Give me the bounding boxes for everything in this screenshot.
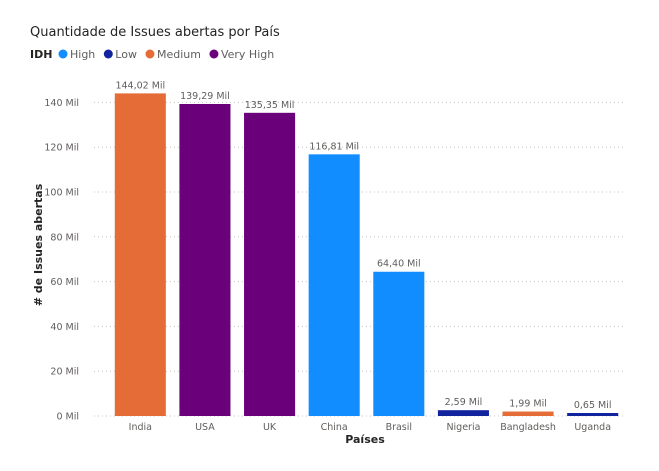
y-axis-ticks: 0 Mil 20 Mil 40 Mil 60 Mil 80 Mil 100 Mil 120 … [44,98,79,423]
x-tick-label-india: India [129,422,152,433]
legend-marker-high [58,49,68,59]
y-axis-title: # de Issues abertas [32,183,45,306]
y-tick-label: 140 Mil [44,98,79,109]
legend-marker-medium [145,49,155,59]
legend-label-low: Low [115,48,137,61]
data-label-uganda: 0,65 Mil [574,400,612,411]
x-axis-ticks: India USA UK China Brasil Nigeria Bangladesh Ug… [129,422,611,433]
x-tick-label-uganda: Uganda [574,422,611,433]
x-tick-label-uk: UK [263,422,277,433]
bar-bangladesh[interactable] [502,411,554,416]
y-tick-label: 120 Mil [44,143,79,154]
data-label-usa: 139,29 Mil [180,91,230,102]
bar-uk[interactable] [244,112,296,416]
x-tick-label-nigeria: Nigeria [446,422,480,433]
legend-marker-low [103,49,113,59]
legend-label-very-high: Very High [221,48,274,61]
data-label-india: 144,02 Mil [115,80,165,91]
y-tick-label: 20 Mil [50,367,79,378]
y-tick-label: 0 Mil [56,412,79,423]
legend-label-high: High [70,48,95,61]
x-tick-label-usa: USA [195,422,215,433]
bar-brasil[interactable] [373,271,425,416]
y-tick-label: 40 Mil [50,322,79,333]
bar-china[interactable] [308,154,360,417]
data-label-uk: 135,35 Mil [245,100,295,111]
data-label-nigeria: 2,59 Mil [445,397,483,408]
x-tick-label-bangladesh: Bangladesh [500,422,556,433]
y-tick-label: 80 Mil [50,232,79,243]
data-labels: 144,02 Mil 139,29 Mil 135,35 Mil 116,81 Mil… [115,80,611,411]
legend-label-medium: Medium [157,48,201,61]
y-tick-label: 60 Mil [50,277,79,288]
x-tick-label-brasil: Brasil [386,422,412,433]
x-axis-title: Países [345,433,385,446]
chart-title: Quantidade de Issues abertas por País [30,25,280,40]
bar-uganda[interactable] [567,413,619,416]
bar-india[interactable] [114,93,166,416]
bars [114,93,619,417]
legend-marker-very-high [209,49,219,59]
bar-nigeria[interactable] [437,410,489,416]
data-label-bangladesh: 1,99 Mil [509,399,547,410]
bar-usa[interactable] [179,103,231,416]
y-tick-label: 100 Mil [44,188,79,199]
legend-title: IDH [30,48,52,61]
legend: High Low Medium Very High [58,48,274,61]
data-label-china: 116,81 Mil [309,141,359,152]
data-label-brasil: 64,40 Mil [377,259,421,270]
x-tick-label-china: China [321,422,348,433]
